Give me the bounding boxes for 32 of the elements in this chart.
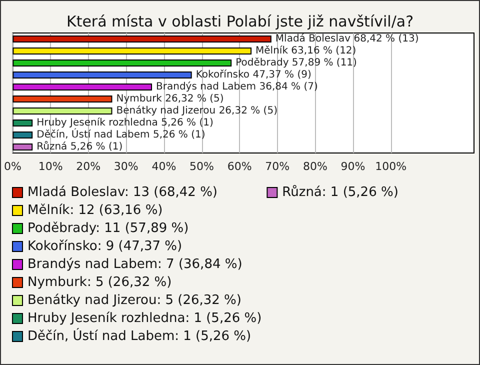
data-label: Různá 5,26 % (1) [36,140,123,152]
x-tick-label: 40% [152,160,176,173]
x-tick-label: 100% [375,160,407,173]
legend-label: Benátky nad Jizerou: 5 (26,32 %) [28,293,242,308]
x-tick-label: 80% [302,160,328,173]
legend-label: Různá: 1 (5,26 %) [282,184,398,200]
legend-label: Mladá Boleslav: 13 (68,42 %) [28,185,218,200]
x-tick-label: 0% [4,160,22,173]
data-label: Hruby Jeseník rozhledna 5,26 % (1) [36,118,214,128]
data-label: Kokořínsko 47,37 % (9) [196,70,312,80]
data-label: Děčín, Ústí nad Labem 5,26 % (1) [36,128,206,140]
legend-label: Brandýs nad Labem: 7 (36,84 %) [28,257,242,272]
data-label: Brandýs nad Labem 36,84 % (7) [156,82,318,92]
legend-label: Mělník: 12 (63,16 %) [28,203,163,218]
x-tick-label: 50% [190,160,214,173]
x-tick-label: 10% [38,160,63,173]
x-tick-label: 30% [114,160,138,173]
legend-label: Nymburk: 5 (26,32 %) [28,275,172,290]
x-tick-label: 70% [265,160,290,173]
chart-title: Která místa v oblasti Polabí jste již navštívil/a? [66,12,414,30]
legend-label: Děčín, Ústí nad Labem: 1 (5,26 %) [28,327,252,344]
x-tick-label: 20% [76,160,101,173]
x-tick-label: 60% [227,160,252,173]
data-label: Mladá Boleslav 68,42 % (13) [275,34,419,44]
x-tick-label: 90% [340,160,366,173]
data-label: Nymburk 26,32 % (5) [116,94,224,104]
legend-label: Hruby Jeseník rozhledna: 1 (5,26 %) [28,311,262,326]
data-label: Benátky nad Jizerou 26,32 % (5) [116,106,278,116]
data-label: Mělník 63,16 % (12) [256,46,356,56]
data-label: Poděbrady 57,89 % (11) [236,58,358,68]
legend-label: Kokořínsko: 9 (47,37 %) [28,239,182,254]
legend-label: Poděbrady: 11 (57,89 %) [28,221,189,236]
